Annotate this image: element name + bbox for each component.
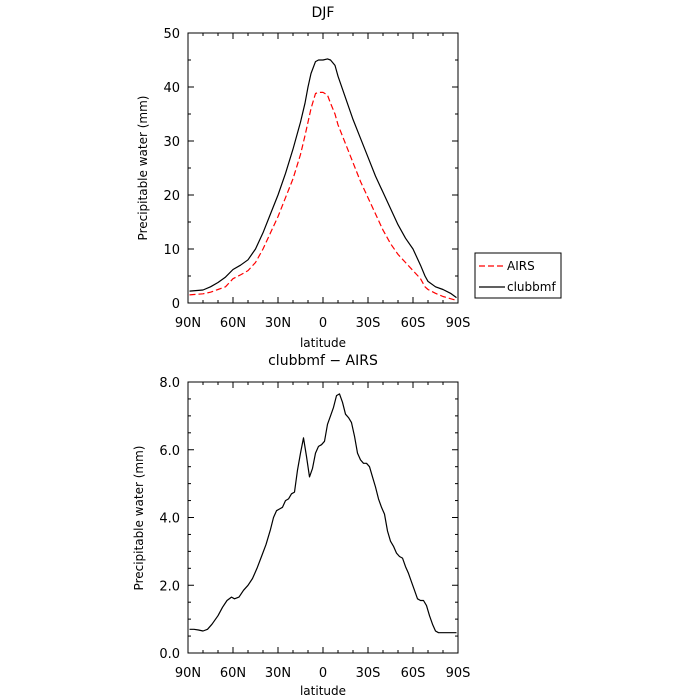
x-tick-label: 90N	[175, 666, 201, 681]
x-tick-label: 30S	[356, 666, 381, 681]
y-tick-label: 50	[163, 27, 180, 42]
x-tick-label: 30S	[356, 316, 381, 331]
axis-ticks	[187, 32, 459, 304]
y-axis-label: Precipitable water (mm)	[132, 446, 146, 591]
x-tick-label: 60S	[401, 316, 426, 331]
y-tick-label: 8.0	[159, 376, 180, 391]
panel-djf: DJF latitude Precipitable water (mm) 90N…	[136, 5, 562, 350]
tick-labels: 90N 60N 30N 0 30S 60S 90S 0 10 20 30 40 50	[163, 27, 470, 331]
plot-frame	[187, 381, 459, 654]
x-tick-label: 60S	[401, 666, 426, 681]
y-tick-label: 0	[172, 297, 180, 312]
y-tick-label: 4.0	[159, 512, 180, 527]
series-line-difference	[189, 393, 457, 634]
panel-difference: clubbmf − AIRS latitude Precipitable wat…	[132, 353, 470, 698]
plot-frame	[187, 32, 459, 304]
x-tick-label: 30N	[265, 666, 291, 681]
y-tick-label: 0.0	[159, 647, 180, 662]
y-tick-label: 40	[163, 81, 180, 96]
x-tick-label: 0	[319, 666, 327, 681]
x-tick-label: 90S	[446, 316, 471, 331]
series-line-airs	[189, 91, 457, 301]
chart-title: clubbmf − AIRS	[268, 353, 378, 369]
x-axis-label: latitude	[300, 336, 346, 350]
y-tick-label: 10	[163, 243, 180, 258]
tick-labels: 90N 60N 30N 0 30S 60S 90S 0.0 2.0 4.0 6.0 8.0	[159, 376, 470, 681]
series-line-clubbmf	[189, 58, 457, 299]
x-tick-label: 60N	[220, 316, 246, 331]
legend-box	[474, 252, 562, 299]
y-tick-label: 6.0	[159, 444, 180, 459]
chart-title: DJF	[312, 5, 335, 21]
y-axis-label: Precipitable water (mm)	[136, 96, 150, 241]
legend: AIRS clubbmf	[474, 252, 562, 299]
axis-ticks	[187, 381, 459, 654]
legend-label-airs: AIRS	[507, 259, 535, 273]
series-lines	[189, 393, 457, 634]
y-tick-label: 20	[163, 189, 180, 204]
legend-label-clubbmf: clubbmf	[507, 280, 556, 294]
x-axis-label: latitude	[300, 684, 346, 698]
x-tick-label: 60N	[220, 666, 246, 681]
y-tick-label: 2.0	[159, 579, 180, 594]
series-lines	[189, 58, 457, 301]
x-tick-label: 0	[319, 316, 327, 331]
x-tick-label: 90S	[446, 666, 471, 681]
y-tick-label: 30	[163, 135, 180, 150]
x-tick-label: 90N	[175, 316, 201, 331]
x-tick-label: 30N	[265, 316, 291, 331]
